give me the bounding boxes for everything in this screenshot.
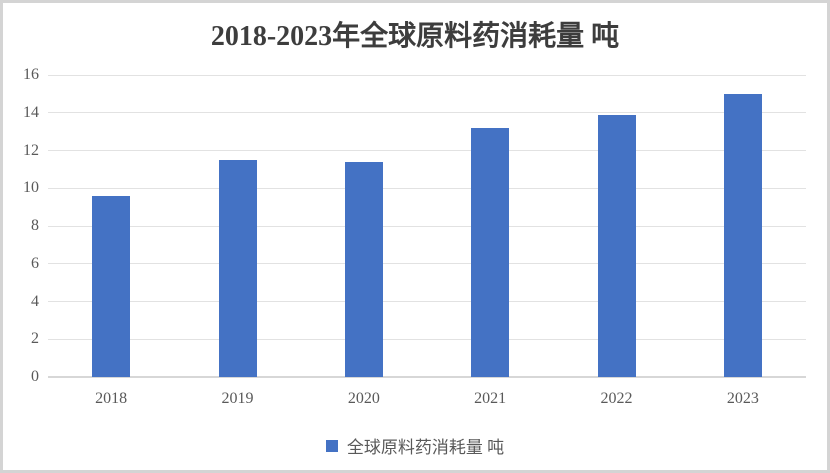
bar-2018 bbox=[92, 195, 131, 377]
y-axis-tick-label: 8 bbox=[31, 217, 39, 234]
gridline-y2 bbox=[48, 338, 806, 340]
y-axis-tick-label: 0 bbox=[31, 368, 39, 385]
x-axis-tick-label: 2018 bbox=[95, 390, 128, 407]
legend: 全球原料药消耗量 吨 bbox=[3, 433, 827, 458]
bar-2021 bbox=[471, 127, 510, 377]
bar-2020 bbox=[344, 161, 383, 377]
gridline-y0 bbox=[48, 376, 806, 378]
x-axis-tick-label: 2021 bbox=[474, 390, 507, 407]
y-axis-tick-label: 6 bbox=[31, 254, 39, 272]
y-axis-tick-label: 12 bbox=[23, 141, 39, 159]
y-axis-tick-label: 14 bbox=[23, 103, 39, 121]
y-axis-tick-label: 16 bbox=[23, 66, 39, 83]
legend-square-icon bbox=[325, 439, 338, 452]
gridline-y4 bbox=[48, 301, 806, 302]
gridline-y14 bbox=[48, 112, 806, 114]
gridline-y12 bbox=[48, 150, 806, 151]
chart-title: 2018-2023年全球原料药消耗量 吨 bbox=[210, 21, 620, 52]
bar-2019 bbox=[218, 159, 257, 377]
legend-label: 全球原料药消耗量 吨 bbox=[346, 438, 505, 457]
y-axis-tick-label: 10 bbox=[23, 179, 39, 197]
x-axis-tick-label: 2023 bbox=[726, 390, 759, 407]
x-axis-tick-label: 2022 bbox=[600, 390, 633, 407]
gridline-y8 bbox=[48, 225, 806, 227]
y-axis-tick-label: 2 bbox=[31, 330, 39, 348]
x-axis-tick-label: 2020 bbox=[347, 390, 380, 407]
gridline-y6 bbox=[48, 263, 806, 265]
gridline-y16 bbox=[48, 74, 806, 76]
y-axis-tick-label: 4 bbox=[31, 292, 39, 310]
bar-2022 bbox=[597, 114, 636, 377]
gridline-y10 bbox=[48, 187, 806, 189]
bar-2023 bbox=[723, 93, 762, 377]
x-axis-tick-label: 2019 bbox=[221, 390, 254, 407]
